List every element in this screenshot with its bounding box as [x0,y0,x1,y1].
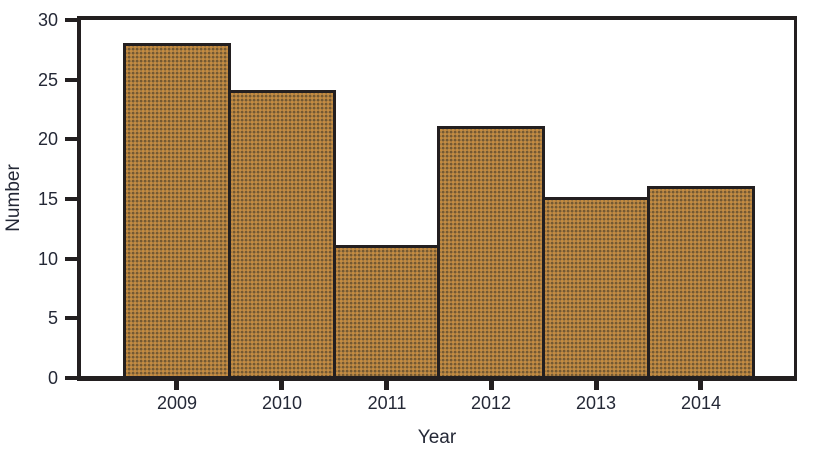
bar-2012 [437,126,546,376]
y-tick-mark [65,78,78,82]
x-tick-label: 2012 [470,393,512,413]
y-tick-mark [65,197,78,201]
y-tick-mark [65,376,78,380]
y-tick-mark [65,137,78,141]
y-tick-label: 25 [37,70,58,90]
x-axis-title: Year [417,427,457,448]
y-tick-label: 0 [47,368,58,388]
x-tick-mark [279,381,284,390]
x-tick-label: 2014 [680,393,722,413]
y-tick-mark [65,316,78,320]
x-tick-mark [698,381,703,390]
y-tick-mark [65,18,78,22]
y-tick-label: 30 [37,10,58,30]
bar-2014 [647,186,755,376]
y-tick-label: 5 [47,308,58,328]
plot-area [77,16,797,381]
x-tick-label: 2010 [261,393,303,413]
x-tick-label: 2013 [575,393,617,413]
x-tick-mark [174,381,179,390]
x-tick-label: 2011 [367,393,407,413]
bar-2009 [123,43,231,376]
x-tick-label: 2009 [156,393,198,413]
bar-2013 [542,197,650,376]
x-tick-mark [594,381,599,390]
y-tick-label: 10 [37,249,58,269]
y-tick-label: 20 [37,129,58,149]
y-tick-label: 15 [37,189,58,209]
bar-2010 [227,90,336,376]
y-tick-mark [65,257,78,261]
bar-2011 [332,245,441,376]
x-tick-mark [384,381,389,390]
x-tick-mark [489,381,494,390]
